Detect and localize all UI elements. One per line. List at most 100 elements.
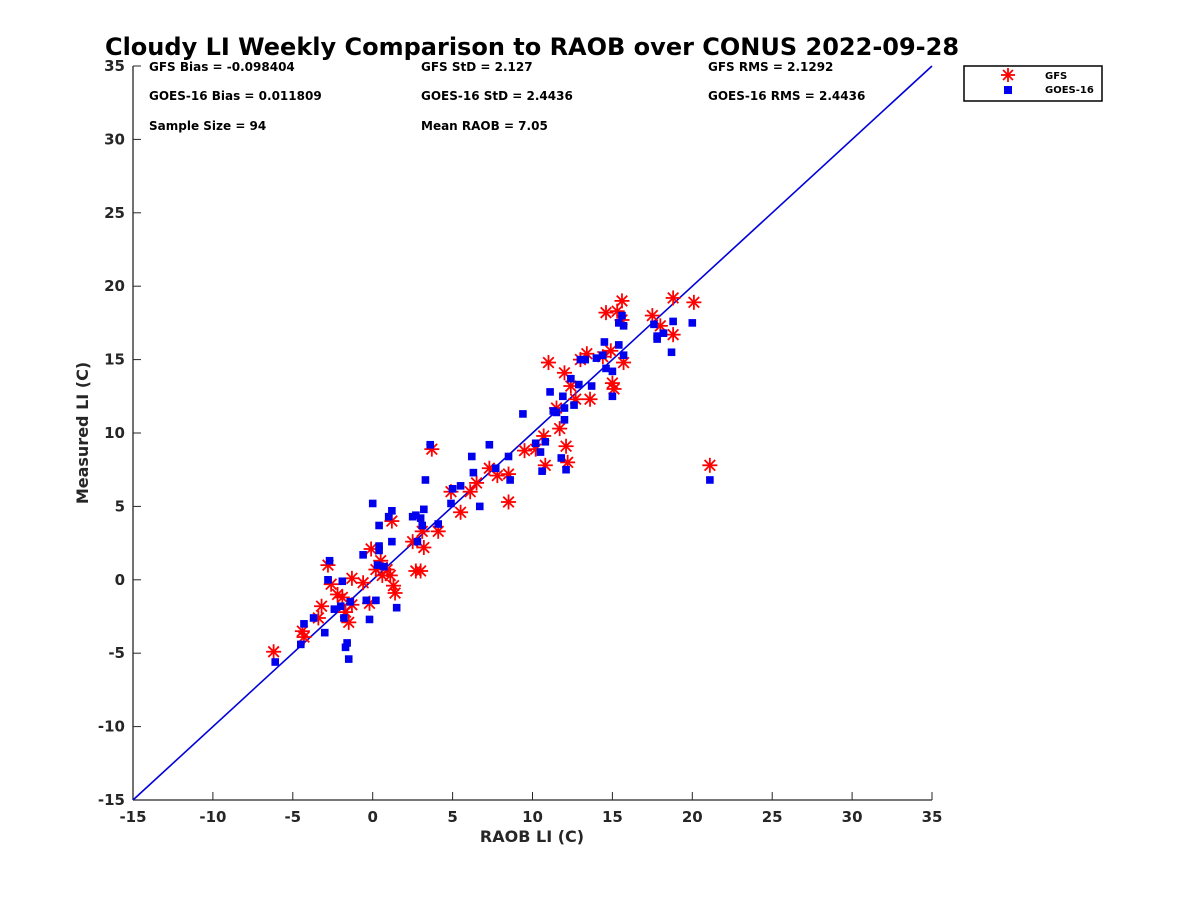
goes-16-point <box>344 655 353 663</box>
goes-16-point <box>504 452 513 461</box>
gfs-rms-text: GFS RMS = 2.1292 <box>708 60 833 74</box>
goes-16-point <box>296 640 305 649</box>
goes-16-point <box>330 605 339 613</box>
goes-16-point <box>384 512 393 521</box>
gfs-point <box>603 343 619 359</box>
gfs-point <box>552 421 568 437</box>
x-tick-label: -5 <box>284 808 301 826</box>
goes-16-point <box>570 401 578 409</box>
goes-16-point <box>562 465 570 474</box>
legend: GFS GOES-16 <box>963 65 1103 102</box>
y-tick-label: 0 <box>115 571 125 589</box>
goes-16-point <box>365 615 374 624</box>
goes-16-point <box>587 382 596 390</box>
x-tick-label: -15 <box>119 808 146 826</box>
statistics-block: GFS Bias = -0.098404 GOES-16 Bias = 0.01… <box>149 60 865 133</box>
gfs-series <box>266 290 718 660</box>
goes-16-point <box>475 502 484 511</box>
goes-16-point <box>392 603 401 612</box>
goes-16-point <box>412 511 420 520</box>
gfs-point <box>413 563 429 579</box>
gfs-point <box>453 504 469 520</box>
goes-16-point <box>536 448 545 456</box>
legend-gfs-marker <box>1001 68 1015 82</box>
goes-16-series <box>271 311 714 666</box>
goes-16-point <box>659 329 668 337</box>
goes-16-point <box>519 410 527 418</box>
gfs-point <box>387 585 403 601</box>
reference-line-layer <box>132 65 933 801</box>
sample-size-text: Sample Size = 94 <box>149 119 266 133</box>
goes-16-point <box>388 507 396 515</box>
goes-16-point <box>538 467 546 475</box>
goes-16-point <box>469 468 478 477</box>
goes-16-point <box>368 499 377 508</box>
goes-16-point <box>448 484 457 493</box>
goes-16-point <box>362 596 371 605</box>
goes-16-point <box>434 520 443 528</box>
gfs-point <box>598 305 614 321</box>
goes-16-point <box>375 521 383 530</box>
goes-16-point <box>341 643 350 652</box>
y-tick-label: 25 <box>104 204 125 222</box>
y-tick-label: 5 <box>115 497 125 515</box>
goes-16-point <box>560 404 569 412</box>
goes-16-point <box>653 335 661 343</box>
goes-16-point <box>418 521 427 530</box>
goes-16-point <box>560 415 569 424</box>
gfs-std-text: GFS StD = 2.127 <box>421 60 533 74</box>
goes-16-point <box>388 537 396 546</box>
mean-raob-text: Mean RAOB = 7.05 <box>421 119 548 133</box>
goes-16-point <box>592 354 601 362</box>
goes-16-point <box>359 551 367 559</box>
gfs-bias-text: GFS Bias = -0.098404 <box>149 60 295 74</box>
goes-16-point <box>300 620 308 628</box>
goes-16-point <box>541 438 550 446</box>
y-tick-label: 20 <box>104 277 125 295</box>
gfs-point <box>582 391 598 407</box>
goes-16-point <box>576 355 585 364</box>
goes-16-point <box>320 628 329 637</box>
goes-16-point <box>599 351 607 359</box>
x-tick-label: 30 <box>842 808 863 826</box>
gfs-point <box>702 457 718 473</box>
goes-16-point <box>608 392 617 401</box>
legend-goes-label: GOES-16 <box>1045 85 1094 96</box>
goes-16-point <box>325 556 334 565</box>
goes-16-point <box>619 322 628 330</box>
y-tick-label: -10 <box>98 718 125 736</box>
goes-16-point <box>456 482 465 490</box>
gfs-point <box>665 290 681 306</box>
gfs-point <box>373 553 389 569</box>
x-tick-label: -10 <box>199 808 226 826</box>
gfs-point <box>469 475 485 491</box>
goes-16-point <box>421 476 430 484</box>
goes-16-point <box>375 546 383 555</box>
goes-16-point <box>557 454 566 462</box>
goes-16-point <box>706 476 714 484</box>
y-axis-label: Measured LI (C) <box>73 362 92 504</box>
goes-16-point <box>600 338 609 346</box>
gfs-point <box>355 575 371 591</box>
goes-16-point <box>608 367 617 376</box>
goes-16-point <box>602 364 610 373</box>
goes-16-point <box>552 408 561 417</box>
legend-gfs-label: GFS <box>1045 71 1067 82</box>
plot-axes: -15 -10 -5 0 5 10 15 20 25 30 35 -15 -10 -5 0 5 10 15 20 25… <box>98 57 943 826</box>
x-tick-label: 5 <box>447 808 457 826</box>
goes-16-point <box>346 598 355 606</box>
gfs-point <box>686 294 702 310</box>
goes-16-point <box>447 499 455 508</box>
x-tick-label: 15 <box>602 808 623 826</box>
goes-rms-text: GOES-16 RMS = 2.4436 <box>708 89 865 103</box>
goes-16-point <box>372 596 380 605</box>
gfs-point <box>558 438 574 454</box>
legend-gfs-asterisk <box>1001 68 1015 82</box>
goes-16-point <box>614 319 623 327</box>
y-tick-label: 30 <box>104 130 125 148</box>
legend-goes-marker <box>1004 86 1012 94</box>
goes-16-point <box>336 602 345 611</box>
gfs-point <box>344 570 360 586</box>
gfs-point <box>644 308 660 324</box>
